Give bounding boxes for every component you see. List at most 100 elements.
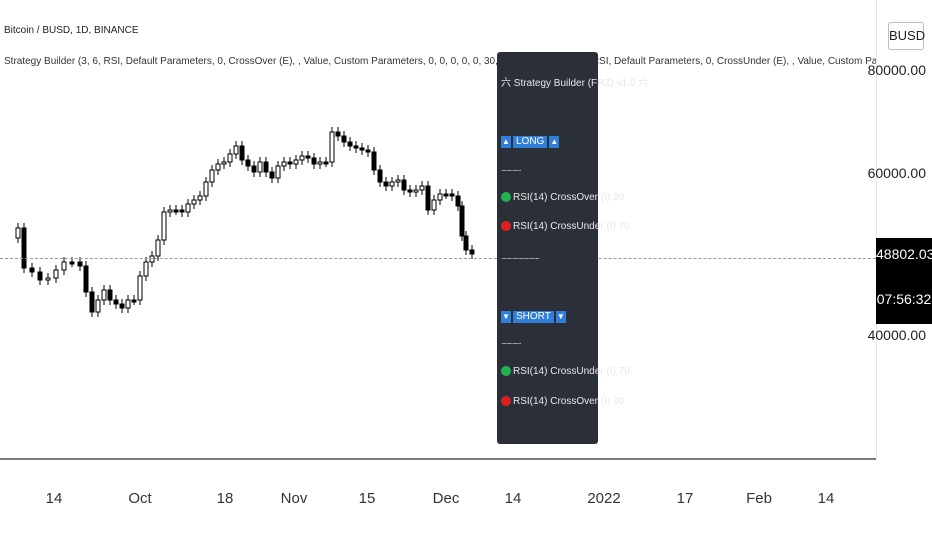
strategy-builder-panel: 六 Strategy Builder (FRZ) v1.0 六 ▲ LONG ▲ .… — [497, 52, 648, 444]
up-arrow-icon: ▲ — [549, 136, 560, 148]
candle-body — [239, 145, 245, 161]
candle-body — [101, 289, 107, 301]
time-label: 15 — [358, 490, 376, 507]
time-label: 14 — [504, 490, 522, 507]
candle-body — [469, 249, 475, 255]
candle-body — [463, 235, 469, 251]
red-dot-icon — [501, 396, 511, 407]
candle-body — [131, 299, 137, 303]
candle-body — [167, 209, 173, 213]
current-price-value: 48802.03 — [876, 246, 932, 262]
short-condition: RSI(14) CrossOver (I) 30 — [501, 396, 624, 407]
time-label: 2022 — [587, 490, 621, 507]
candle-body — [413, 189, 419, 193]
symbol-title[interactable]: Bitcoin / BUSD, 1D, BINANCE — [4, 25, 139, 36]
candle-body — [37, 271, 43, 281]
candle-body — [401, 179, 407, 191]
long-label: LONG — [513, 136, 548, 148]
time-label: 18 — [216, 490, 234, 507]
candle-body — [305, 155, 311, 159]
candle-body — [287, 161, 293, 165]
green-dot-icon — [501, 366, 511, 377]
candle-body — [323, 161, 329, 165]
time-label: 14 — [45, 490, 63, 507]
candle-body — [443, 193, 449, 197]
candle-body — [257, 161, 263, 173]
time-label: Feb — [746, 490, 772, 507]
price-scale[interactable] — [876, 0, 932, 458]
candle-body — [437, 193, 443, 201]
long-condition: RSI(14) CrossOver (I) 30 — [501, 192, 624, 203]
current-price-line — [0, 258, 876, 259]
long-header: ▲ LONG ▲ — [501, 136, 560, 148]
candle-body — [389, 181, 395, 187]
candle-body — [341, 135, 347, 143]
candle-body — [335, 131, 341, 137]
candle-body — [77, 261, 83, 267]
candle-body — [155, 239, 161, 257]
separator: ................ — [501, 337, 522, 346]
candle-body — [281, 161, 287, 167]
candle-body — [395, 179, 401, 183]
chart-area[interactable]: Bitcoin / BUSD, 1D, BINANCE Strategy Bui… — [0, 0, 876, 458]
separator: ............................... — [501, 252, 540, 261]
time-label: Nov — [280, 490, 308, 507]
time-axis[interactable] — [0, 458, 876, 552]
candle-body — [251, 165, 257, 173]
panel-title: Strategy Builder (FRZ) v1.0 — [513, 78, 636, 89]
time-label: 17 — [676, 490, 694, 507]
candle-body — [371, 151, 377, 171]
condition-text: RSI(14) CrossOver (I) 30 — [513, 192, 625, 203]
candle-body — [329, 131, 335, 163]
up-arrow-icon: ▲ — [501, 136, 511, 148]
candle-body — [221, 161, 227, 165]
candle-body — [377, 169, 383, 183]
chinese-glyph-icon: 六 — [501, 78, 511, 89]
price-tick: 80000.00 — [867, 62, 926, 78]
short-condition: RSI(14) CrossUnder (I) 70 — [501, 366, 630, 377]
price-tick: 60000.00 — [867, 165, 926, 181]
price-tick: 40000.00 — [867, 327, 926, 343]
candle-body — [245, 159, 251, 167]
candle-body — [69, 261, 75, 265]
candle-body — [95, 299, 101, 313]
down-arrow-icon: ▼ — [501, 311, 511, 323]
down-arrow-icon: ▼ — [555, 311, 566, 323]
candle-body — [185, 203, 191, 213]
candle-body — [61, 261, 67, 271]
candle-body — [197, 195, 203, 201]
candle-body — [455, 195, 461, 207]
candle-body — [29, 267, 35, 273]
candle-body — [21, 227, 27, 269]
candle-body — [83, 265, 89, 293]
long-condition: RSI(14) CrossUnder (I) 70 — [501, 221, 630, 232]
candle-body — [425, 185, 431, 211]
candle-body — [407, 189, 413, 193]
candle-body — [299, 155, 305, 161]
candle-body — [383, 181, 389, 187]
time-label: 14 — [817, 490, 835, 507]
candle-body — [173, 209, 179, 213]
candle-body — [179, 209, 185, 213]
candle-body — [263, 161, 269, 173]
candle-body — [293, 159, 299, 165]
candle-body — [119, 303, 125, 309]
indicator-parameters[interactable]: Strategy Builder (3, 6, RSI, Default Par… — [4, 56, 876, 67]
candle-body — [15, 227, 21, 239]
time-label: Dec — [432, 490, 460, 507]
candle-body — [269, 171, 275, 179]
candle-body — [113, 299, 119, 305]
condition-text: RSI(14) CrossUnder (I) 70 — [513, 366, 630, 377]
candle-body — [149, 255, 155, 263]
time-label: Oct — [128, 490, 152, 507]
candle-body — [53, 269, 59, 279]
condition-text: RSI(14) CrossOver (I) 30 — [513, 396, 625, 407]
candle-body — [365, 149, 371, 153]
candle-body — [347, 141, 353, 147]
currency-button[interactable]: BUSD — [888, 22, 925, 50]
candlestick-series — [15, 127, 475, 317]
short-header: ▼ SHORT ▼ — [501, 311, 566, 323]
candle-body — [161, 211, 167, 241]
chinese-glyph-icon: 六 — [638, 78, 649, 89]
candle-body — [459, 205, 465, 237]
